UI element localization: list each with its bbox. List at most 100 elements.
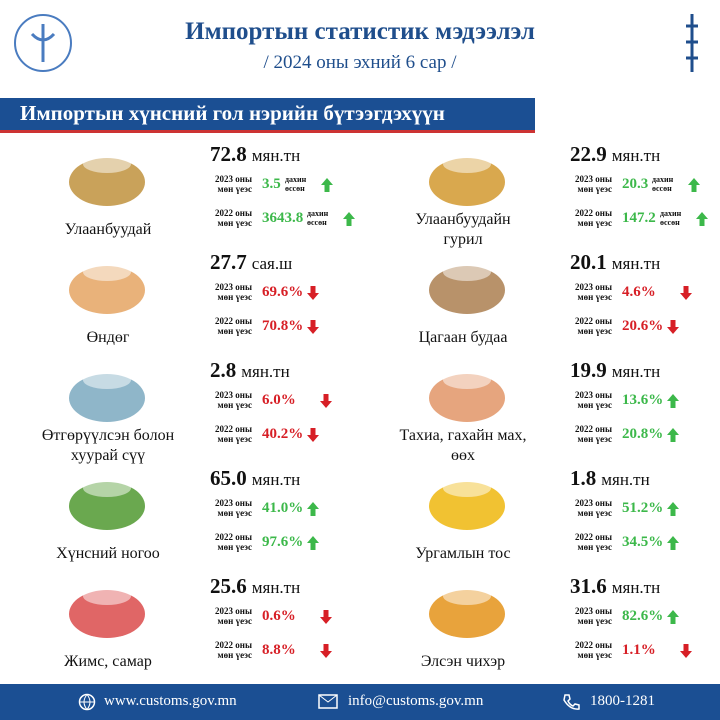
row-label: 2022 оны мөн үеэс — [575, 424, 612, 444]
arrow-up — [307, 502, 319, 516]
product-image — [429, 479, 505, 530]
product-name: Цагаан будаа — [418, 329, 508, 346]
amount-value: 72.8 — [210, 142, 247, 166]
arrow-up — [667, 610, 679, 624]
row-label: 2023 оны мөн үеэс — [575, 606, 612, 626]
amount-unit: мян.тн — [251, 470, 301, 489]
change-value: 69.6% — [262, 284, 304, 300]
change-value: 0.6% — [262, 608, 296, 624]
amount-unit: мян.тн — [251, 578, 301, 597]
row-label: 2022 оны мөн үеэс — [215, 532, 252, 552]
arrow-up — [667, 502, 679, 516]
product-name: Жимс, самар — [64, 653, 152, 670]
title: Импортын статистик мэдээлэл — [185, 18, 535, 45]
row-label: 2022 оны мөн үеэс — [215, 640, 252, 660]
row-label: 2022 оны мөн үеэс — [575, 208, 612, 228]
amount: 19.9 мян.тн — [570, 358, 660, 383]
section-title: Импортын хүнсний гол нэрийн бүтээгдэхүүн — [20, 101, 445, 125]
change-value: 6.0% — [262, 392, 296, 408]
arrow-up — [667, 394, 679, 408]
change-value: 147.2 — [622, 210, 656, 226]
amount-unit: мян.тн — [251, 146, 301, 165]
arrow-down — [667, 320, 679, 334]
row-label: 2023 оны мөн үеэс — [215, 174, 252, 194]
phone: 1800-1281 — [590, 693, 655, 709]
arrow-up — [307, 536, 319, 550]
arrow-down — [320, 394, 332, 408]
change-value: 40.2% — [262, 426, 304, 442]
footer: www.customs.gov.mn info@customs.gov.mn 1… — [0, 684, 720, 720]
product-image — [69, 263, 145, 314]
change-value: 82.6% — [622, 608, 664, 624]
product-image — [69, 155, 145, 206]
amount-value: 31.6 — [570, 574, 607, 598]
change-note: дахин өссөн — [285, 175, 307, 193]
amount: 31.6 мян.тн — [570, 574, 660, 599]
product-image — [69, 371, 145, 422]
amount-value: 1.8 — [570, 466, 597, 490]
arrow-down — [307, 320, 319, 334]
change-value: 3.5 — [262, 176, 281, 192]
amount: 65.0 мян.тн — [210, 466, 300, 491]
change-note: дахин өссөн — [307, 209, 329, 227]
arrow-up — [696, 212, 708, 226]
row-label: 2022 оны мөн үеэс — [215, 208, 252, 228]
mail-icon — [318, 694, 338, 709]
website: www.customs.gov.mn — [104, 693, 237, 709]
row-label: 2022 оны мөн үеэс — [575, 316, 612, 336]
amount-unit: мян.тн — [601, 470, 650, 489]
email: info@customs.gov.mn — [348, 693, 484, 709]
row-label: 2023 оны мөн үеэс — [575, 498, 612, 518]
globe-icon — [78, 693, 96, 711]
arrow-up — [321, 178, 333, 192]
arrow-up — [343, 212, 355, 226]
arrow-up — [667, 536, 679, 550]
change-value: 3643.8 — [262, 210, 304, 226]
amount: 1.8 мян.тн — [570, 466, 650, 491]
amount-value: 22.9 — [570, 142, 607, 166]
product-image — [429, 587, 505, 638]
phone-icon — [563, 694, 580, 710]
product-name: Элсэн чихэр — [420, 653, 506, 670]
arrow-down — [307, 286, 319, 300]
amount-value: 65.0 — [210, 466, 247, 490]
change-value: 51.2% — [622, 500, 664, 516]
product-name: Өтгөрүүлсэн болон хуурай сүү — [41, 427, 175, 464]
change-note: дахин өссөн — [660, 209, 682, 227]
amount-value: 20.1 — [570, 250, 607, 274]
amount-unit: мян.тн — [611, 254, 661, 273]
product-name: Улаанбуудай — [64, 221, 152, 238]
product-image — [429, 155, 505, 206]
row-label: 2022 оны мөн үеэс — [575, 532, 612, 552]
row-label: 2022 оны мөн үеэс — [215, 316, 252, 336]
change-value: 20.6% — [622, 318, 664, 334]
amount-unit: мян.тн — [241, 362, 290, 381]
script-emblem — [686, 14, 698, 72]
amount-unit: мян.тн — [611, 362, 661, 381]
row-label: 2022 оны мөн үеэс — [215, 424, 252, 444]
product-image — [69, 587, 145, 638]
row-label: 2023 оны мөн үеэс — [575, 390, 612, 410]
change-value: 8.8% — [262, 642, 296, 658]
change-value: 97.6% — [262, 534, 304, 550]
row-label: 2023 оны мөн үеэс — [215, 390, 252, 410]
amount: 2.8 мян.тн — [210, 358, 290, 383]
row-label: 2023 оны мөн үеэс — [575, 282, 612, 302]
amount-value: 19.9 — [570, 358, 607, 382]
amount-unit: мян.тн — [611, 578, 661, 597]
amount: 25.6 мян.тн — [210, 574, 300, 599]
change-note: дахин өссөн — [652, 175, 674, 193]
amount-unit: мян.тн — [611, 146, 661, 165]
arrow-down — [320, 644, 332, 658]
product-name: Өндөг — [86, 329, 130, 346]
product-image — [429, 371, 505, 422]
amount: 20.1 мян.тн — [570, 250, 660, 275]
change-value: 1.1% — [622, 642, 656, 658]
change-value: 4.6% — [622, 284, 656, 300]
amount-value: 25.6 — [210, 574, 247, 598]
product-name: Улаанбуудайн гурил — [415, 211, 511, 248]
change-value: 20.8% — [622, 426, 664, 442]
arrow-down — [320, 610, 332, 624]
section-band: Импортын хүнсний гол нэрийн бүтээгдэхүүн — [0, 98, 535, 133]
arrow-down — [307, 428, 319, 442]
